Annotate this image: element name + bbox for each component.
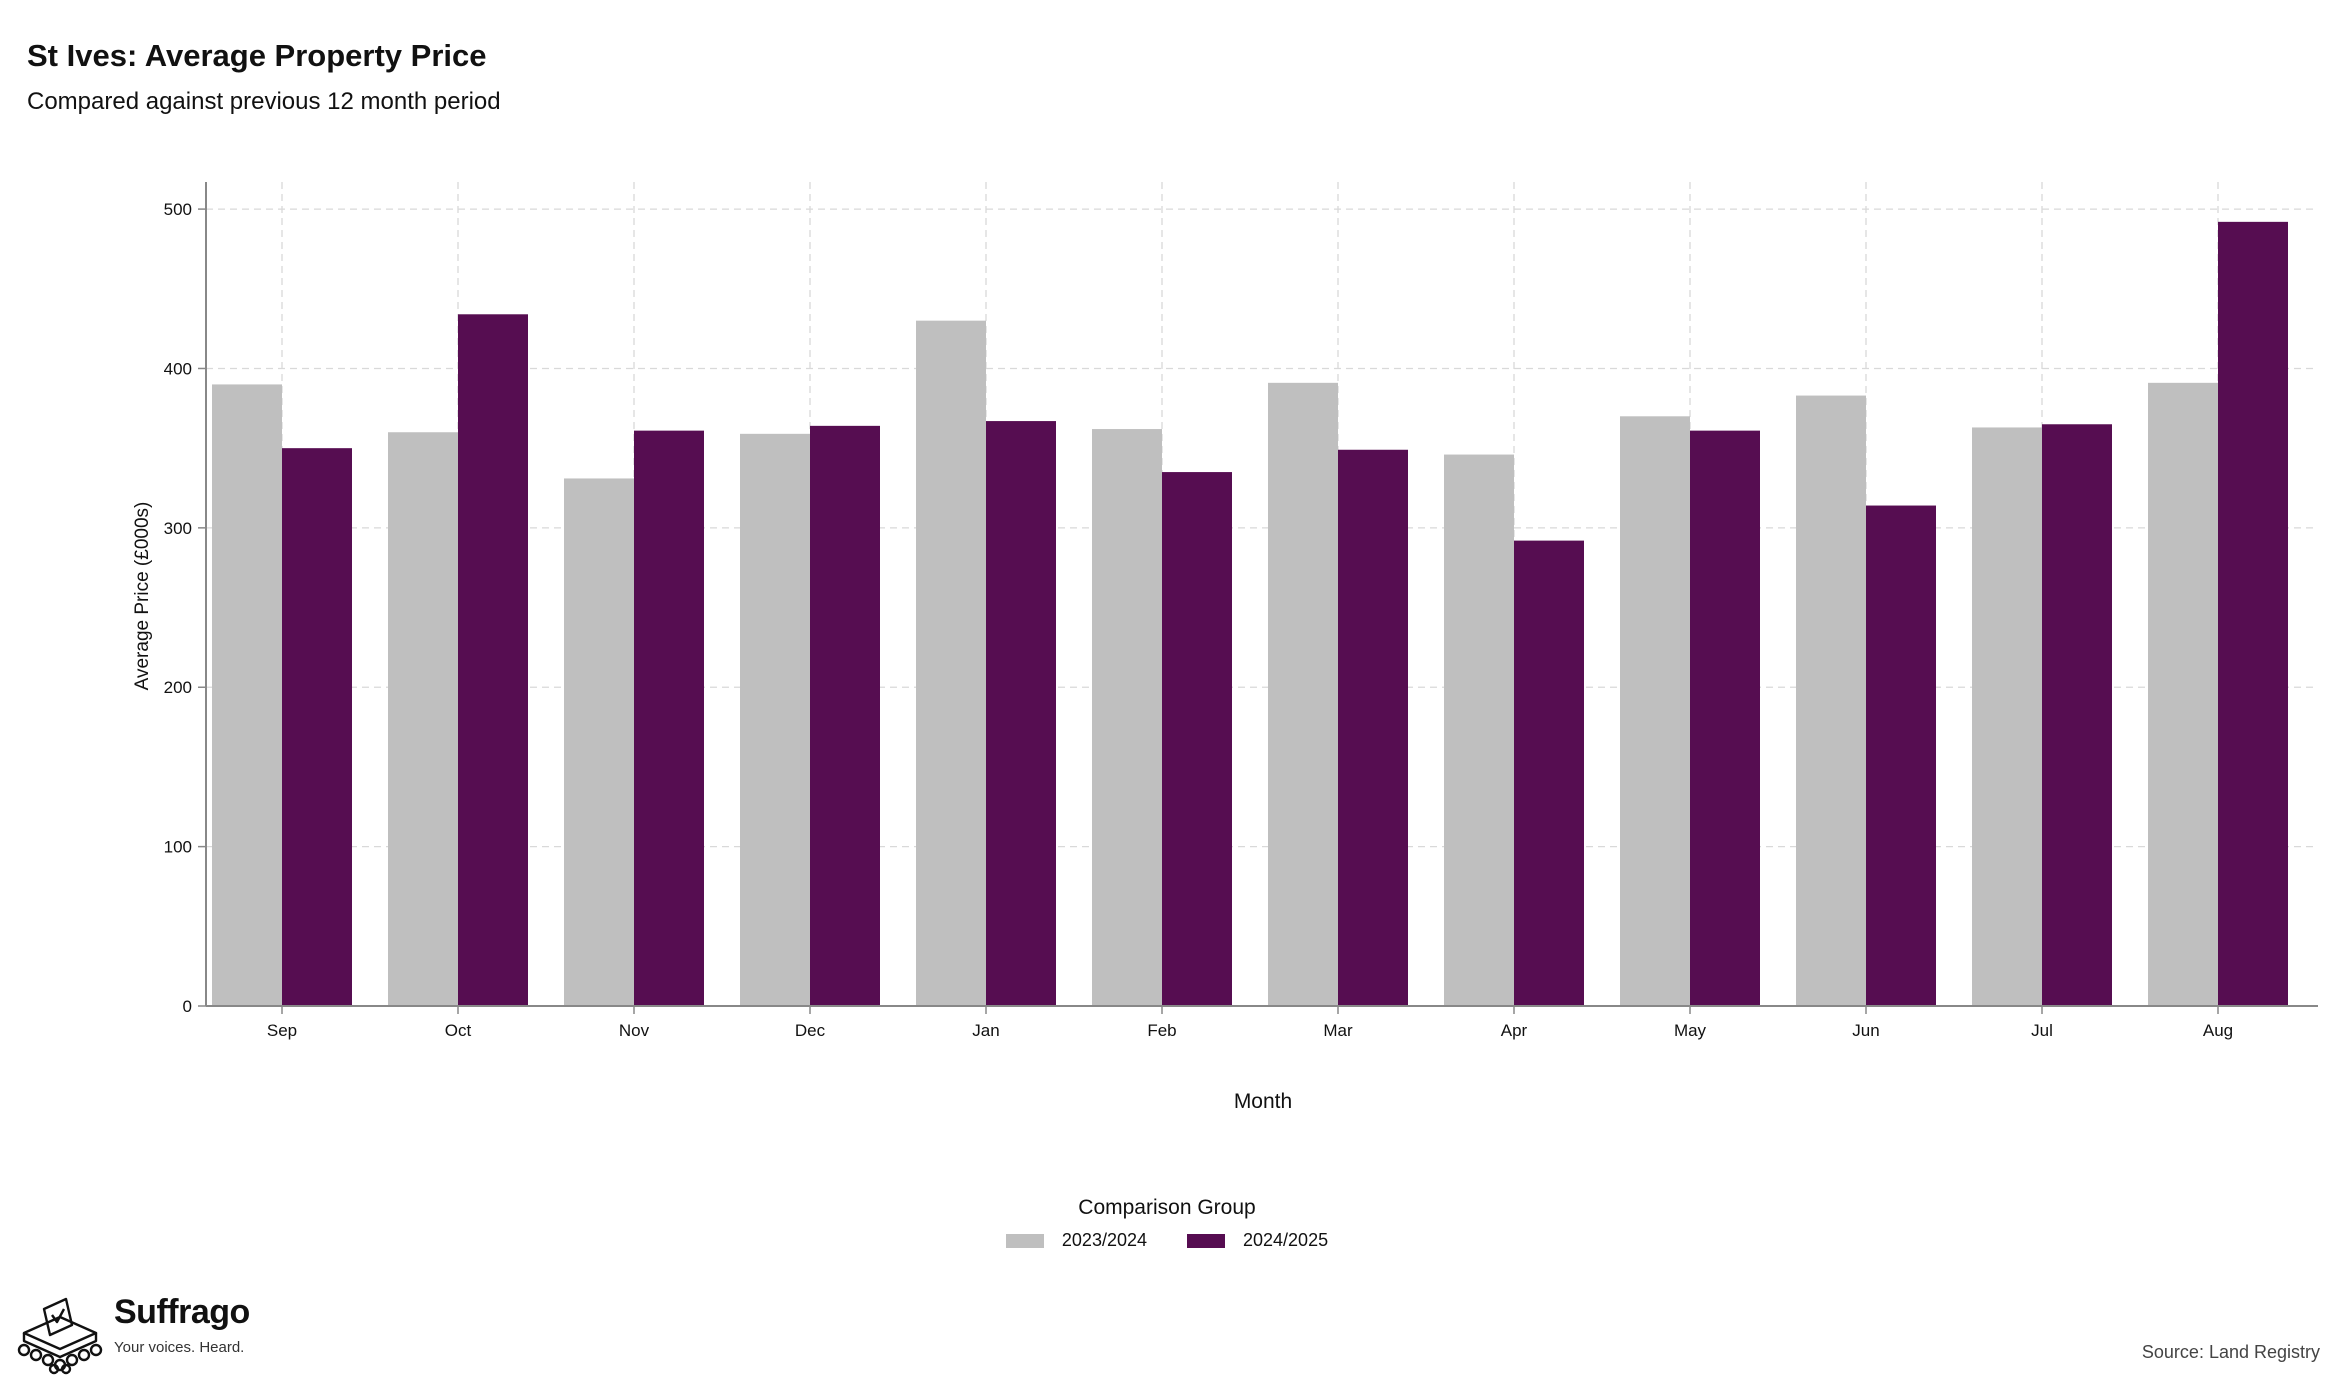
brand-name: Suffrago (114, 1293, 250, 1331)
bars (212, 221, 2288, 1007)
y-tick-label: 0 (183, 997, 192, 1016)
x-tick-label: Jun (1852, 1021, 1879, 1040)
bar-2023-2024-apr (1444, 454, 1514, 1006)
bar-2024-2025-jan (986, 421, 1056, 1007)
brand-logo: Suffrago Your voices. Heard. (14, 1295, 250, 1375)
legend-items: 2023/2024 2024/2025 (0, 1230, 2334, 1251)
x-tick-label: Mar (1323, 1021, 1353, 1040)
y-tick-label: 400 (164, 359, 192, 378)
y-tick-label: 300 (164, 519, 192, 538)
bar-2023-2024-jul (1972, 427, 2042, 1007)
chart-title: St Ives: Average Property Price (27, 38, 487, 73)
x-tick-label: Feb (1147, 1021, 1176, 1040)
bar-2024-2025-aug (2218, 221, 2288, 1006)
bar-2023-2024-feb (1092, 429, 1162, 1006)
y-tick-label: 500 (164, 200, 192, 219)
bar-2024-2025-feb (1162, 472, 1232, 1006)
x-tick-label: Sep (267, 1021, 297, 1040)
bar-2023-2024-mar (1268, 382, 1338, 1006)
ballot-box-icon (17, 1297, 103, 1375)
x-tick-label: Jan (972, 1021, 999, 1040)
bar-2024-2025-nov (634, 430, 704, 1007)
brand-tagline: Your voices. Heard. (114, 1339, 245, 1356)
y-axis-label: Average Price (£000s) (132, 502, 153, 691)
bar-2024-2025-apr (1514, 540, 1584, 1006)
y-tick-label: 200 (164, 678, 192, 697)
bar-2023-2024-sep (212, 384, 282, 1006)
bar-2023-2024-aug (2148, 382, 2218, 1006)
bar-2023-2024-may (1620, 416, 1690, 1006)
bar-2023-2024-nov (564, 478, 634, 1006)
y-tick-label: 100 (164, 838, 192, 857)
x-tick-label: May (1674, 1021, 1707, 1040)
legend-label-2023-2024: 2023/2024 (1061, 1230, 1147, 1250)
bar-2024-2025-jul (2042, 424, 2112, 1007)
x-tick-label: Aug (2203, 1021, 2233, 1040)
legend-swatch-2023-2024 (1005, 1233, 1044, 1248)
legend-title: Comparison Group (1078, 1196, 1256, 1219)
legend: Comparison Group 2023/2024 2024/2025 (0, 1196, 2334, 1251)
x-tick-label: Dec (795, 1021, 826, 1040)
bar-2024-2025-jun (1866, 505, 1936, 1006)
legend-swatch-2024-2025 (1187, 1233, 1225, 1248)
legend-item-2023-2024: 2023/2024 (1005, 1230, 1147, 1251)
source-note: Source: Land Registry (2141, 1342, 2320, 1362)
chart-subtitle: Compared against previous 12 month perio… (27, 88, 501, 115)
bar-2024-2025-may (1690, 430, 1760, 1007)
bar-2023-2024-oct (388, 432, 458, 1006)
x-tick-label: Nov (619, 1021, 650, 1040)
bar-2024-2025-oct (458, 314, 528, 1006)
x-axis-label: Month (1234, 1090, 1292, 1113)
bar-2024-2025-dec (810, 425, 880, 1006)
bar-2024-2025-sep (282, 448, 352, 1006)
axes: 0 100 200 300 400 500 Sep Oct Nov Dec Jan Feb Mar Apr… (164, 182, 2318, 1040)
bar-2023-2024-dec (740, 433, 810, 1007)
bar-2023-2024-jan (916, 320, 986, 1006)
x-tick-label: Jul (2031, 1021, 2053, 1040)
x-tick-label: Apr (1501, 1021, 1528, 1040)
bar-2024-2025-mar (1338, 449, 1408, 1007)
bar-2023-2024-jun (1796, 395, 1866, 1007)
legend-item-2024-2025: 2024/2025 (1187, 1230, 1328, 1251)
legend-label-2024-2025: 2024/2025 (1243, 1230, 1329, 1250)
x-tick-label: Oct (445, 1021, 472, 1040)
